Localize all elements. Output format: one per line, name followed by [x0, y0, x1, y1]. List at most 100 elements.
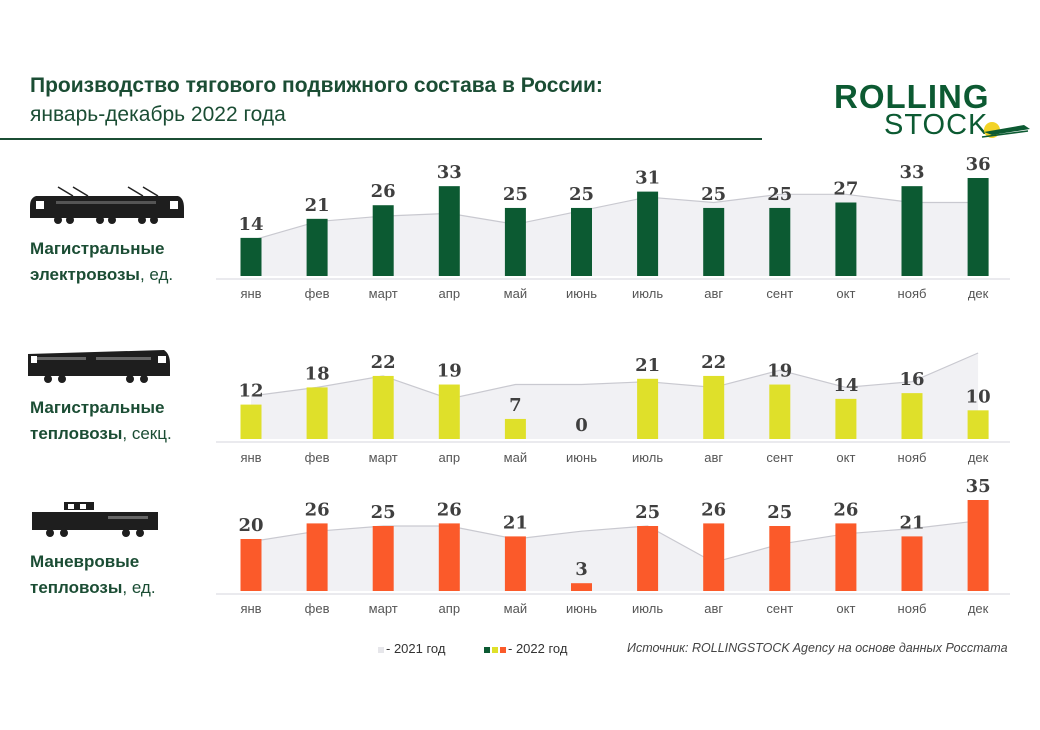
panel-label-unit: , секц.: [122, 424, 172, 443]
panel-label-unit: , ед.: [139, 265, 174, 284]
bar: [901, 536, 923, 591]
bar: [769, 384, 791, 439]
bar: [637, 378, 659, 439]
bar-value-label: 20: [238, 515, 263, 536]
bar-value-label: 25: [503, 184, 528, 205]
bar: [240, 237, 262, 276]
bar-value-label: 14: [833, 375, 858, 396]
bar-value-label: 21: [503, 512, 528, 533]
area-2021: [251, 353, 979, 439]
bar: [637, 526, 659, 591]
bar-value-label: 31: [635, 168, 660, 189]
line-2021: [250, 352, 979, 400]
bar-value-label: 33: [899, 162, 924, 183]
bar-value-label: 27: [833, 179, 858, 200]
bar-value-label: 21: [899, 512, 924, 533]
panel-label-diesel: Магистральные тепловозы, секц.: [30, 395, 172, 447]
month-tick-label: окт: [836, 601, 855, 616]
month-tick-label: фев: [305, 601, 330, 616]
bar: [372, 205, 394, 276]
bar-value-label: 26: [833, 499, 858, 520]
bar-value-label: 26: [437, 499, 462, 520]
month-tick-label: фев: [305, 450, 330, 465]
bar-value-label: 26: [371, 181, 396, 202]
panel-label-line1: Маневровые: [30, 552, 140, 571]
source-note: Источник: ROLLINGSTOCK Agency на основе …: [627, 641, 1008, 655]
bar-value-label: 21: [635, 355, 660, 376]
month-tick-label: окт: [836, 450, 855, 465]
bar-value-label: 36: [966, 154, 991, 175]
bar-value-label: 26: [701, 499, 726, 520]
month-tick-label: июль: [632, 601, 663, 616]
bar-value-label: 7: [509, 395, 522, 416]
bar-value-label: 0: [575, 415, 588, 436]
bar: [835, 523, 857, 591]
panel-label-line2: тепловозы: [30, 578, 123, 597]
line-2021: [250, 520, 979, 564]
month-tick-label: июнь: [566, 601, 597, 616]
bar: [504, 207, 526, 276]
month-tick-label: авг: [704, 450, 723, 465]
bar: [769, 526, 791, 591]
bar: [967, 178, 989, 276]
month-tick-label: сент: [766, 286, 793, 301]
bar-value-label: 19: [437, 361, 462, 382]
chart-subtitle: январь-декабрь 2022 года: [30, 103, 286, 126]
logo-line1: ROLLING: [834, 78, 990, 115]
area-2021: [251, 194, 979, 276]
bar-value-label: 25: [701, 184, 726, 205]
bar: [438, 523, 460, 591]
month-tick-label: нояб: [898, 286, 927, 301]
shunting-locomotive-icon: [32, 502, 158, 537]
rollingstock-logo: ROLLING STOCK: [834, 80, 1034, 142]
bar: [240, 404, 262, 439]
bar: [438, 186, 460, 276]
panel-label-line1: Магистральные: [30, 398, 165, 417]
legend-swatch-2021: [378, 646, 384, 653]
bar: [372, 375, 394, 439]
bar-value-label: 33: [437, 162, 462, 183]
bar-value-label: 25: [767, 502, 792, 523]
bar: [306, 523, 328, 591]
month-tick-label: июнь: [566, 450, 597, 465]
panel-label-line2: тепловозы: [30, 424, 123, 443]
bar: [703, 523, 725, 591]
month-tick-label: апр: [439, 450, 461, 465]
bar: [703, 207, 725, 276]
bar: [901, 186, 923, 276]
diesel-locomotive-icon: [28, 350, 170, 383]
legend-2021: - 2021 год: [378, 641, 445, 656]
month-tick-label: дек: [968, 601, 989, 616]
area-2021: [251, 520, 979, 591]
month-tick-label: нояб: [898, 450, 927, 465]
bar-value-label: 25: [569, 184, 594, 205]
bar: [240, 539, 262, 591]
panel-label-line2: электровозы: [30, 265, 140, 284]
legend-2021-label: - 2021 год: [386, 641, 446, 656]
month-tick-label: сент: [766, 601, 793, 616]
bar: [901, 393, 923, 439]
bar-value-label: 25: [371, 502, 396, 523]
bar: [504, 418, 526, 439]
month-tick-label: июль: [632, 450, 663, 465]
month-tick-label: сент: [766, 450, 793, 465]
legend-2022-label: - 2022 год: [508, 641, 568, 656]
bar-value-label: 12: [238, 381, 263, 402]
bar: [769, 207, 791, 276]
month-tick-label: авг: [704, 286, 723, 301]
bar-value-label: 35: [966, 476, 991, 497]
month-tick-label: март: [369, 286, 398, 301]
bar-value-label: 26: [305, 499, 330, 520]
month-tick-label: май: [504, 286, 527, 301]
panel-label-shunting: Маневровые тепловозы, ед.: [30, 549, 156, 601]
chart-title: Производство тягового подвижного состава…: [30, 74, 603, 97]
bar-value-label: 25: [767, 184, 792, 205]
bar-value-label: 10: [966, 386, 991, 407]
bar-value-label: 21: [305, 195, 330, 216]
bar-value-label: 22: [371, 352, 396, 373]
month-tick-label: март: [369, 601, 398, 616]
bar: [835, 202, 857, 276]
bar: [703, 375, 725, 439]
bar: [372, 526, 394, 591]
month-tick-label: авг: [704, 601, 723, 616]
